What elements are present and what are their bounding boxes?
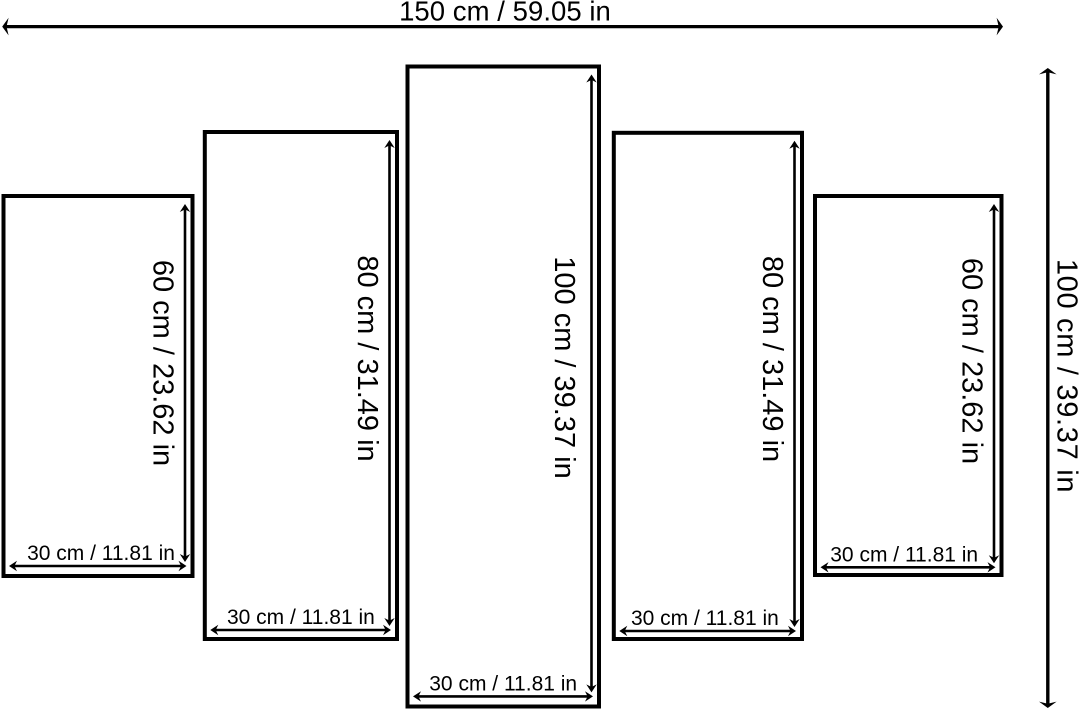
svg-text:30 cm / 11.81 in: 30 cm / 11.81 in: [631, 607, 779, 630]
svg-text:100 cm / 39.37 in: 100 cm / 39.37 in: [1051, 259, 1080, 493]
svg-text:30 cm / 11.81 in: 30 cm / 11.81 in: [429, 672, 577, 695]
svg-text:60 cm / 23.62 in: 60 cm / 23.62 in: [956, 258, 988, 464]
svg-text:30 cm / 11.81 in: 30 cm / 11.81 in: [830, 543, 978, 566]
svg-text:60 cm / 23.62 in: 60 cm / 23.62 in: [147, 260, 179, 466]
svg-text:150 cm / 59.05 in: 150 cm / 59.05 in: [399, 0, 611, 26]
svg-text:30 cm / 11.81 in: 30 cm / 11.81 in: [227, 606, 375, 629]
svg-text:30 cm / 11.81 in: 30 cm / 11.81 in: [27, 542, 175, 565]
svg-text:80 cm / 31.49 in: 80 cm / 31.49 in: [351, 255, 383, 461]
svg-text:100 cm / 39.37 in: 100 cm / 39.37 in: [548, 256, 580, 478]
svg-text:80 cm / 31.49 in: 80 cm / 31.49 in: [756, 256, 788, 462]
